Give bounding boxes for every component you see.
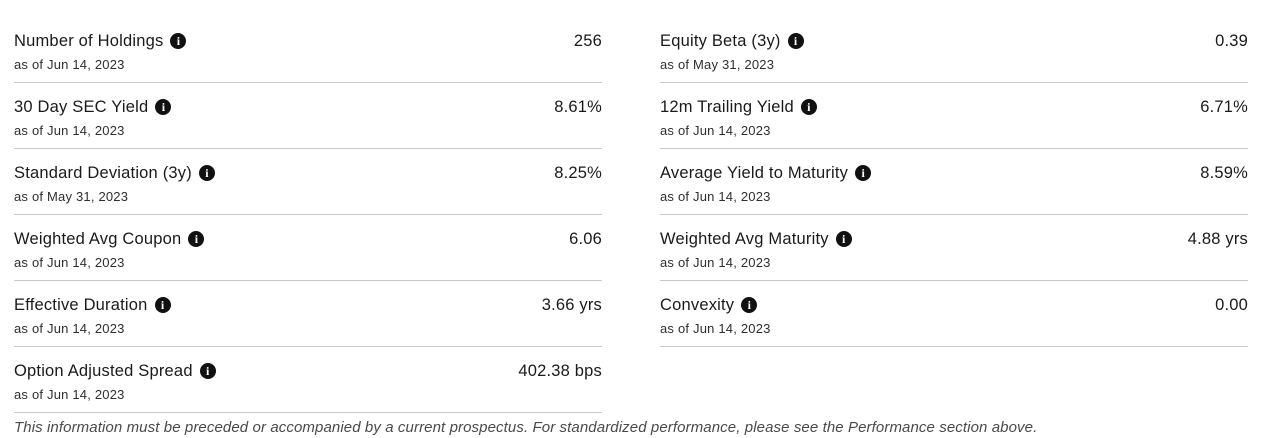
stat-main: 12m Trailing Yield i as of Jun 14, 2023 bbox=[660, 95, 1200, 139]
stat-main: Weighted Avg Maturity i as of Jun 14, 20… bbox=[660, 227, 1188, 271]
info-icon[interactable]: i bbox=[188, 231, 205, 247]
stat-label-wrap: Option Adjusted Spread i bbox=[14, 359, 518, 383]
stat-label-wrap: Equity Beta (3y) i bbox=[660, 29, 1215, 53]
stat-label: Standard Deviation (3y) bbox=[14, 164, 192, 182]
info-icon[interactable]: i bbox=[787, 33, 804, 49]
stats-column-left: Number of Holdings i as of Jun 14, 2023 … bbox=[14, 17, 602, 413]
stat-as-of-date: as of Jun 14, 2023 bbox=[14, 321, 125, 336]
stat-value: 6.71% bbox=[1200, 98, 1248, 116]
stat-value: 8.59% bbox=[1200, 164, 1248, 182]
stat-row: Weighted Avg Maturity i as of Jun 14, 20… bbox=[660, 215, 1248, 281]
stat-row: Option Adjusted Spread i as of Jun 14, 2… bbox=[14, 347, 602, 413]
stat-row: Effective Duration i as of Jun 14, 2023 … bbox=[14, 281, 602, 347]
stat-main: Number of Holdings i as of Jun 14, 2023 bbox=[14, 29, 574, 73]
stat-as-of-date: as of Jun 14, 2023 bbox=[660, 255, 771, 270]
stat-label: Weighted Avg Coupon bbox=[14, 230, 182, 248]
info-icon[interactable]: i bbox=[155, 99, 172, 115]
stat-main: Weighted Avg Coupon i as of Jun 14, 2023 bbox=[14, 227, 569, 271]
stat-label: Number of Holdings bbox=[14, 32, 164, 50]
stat-value: 4.88 yrs bbox=[1187, 230, 1248, 248]
stat-value: 0.00 bbox=[1215, 296, 1248, 314]
stats-columns: Number of Holdings i as of Jun 14, 2023 … bbox=[14, 17, 1248, 413]
stat-main: Effective Duration i as of Jun 14, 2023 bbox=[14, 293, 542, 337]
stat-label-wrap: Weighted Avg Maturity i bbox=[660, 227, 1188, 251]
info-icon[interactable]: i bbox=[198, 165, 215, 181]
stat-row: 12m Trailing Yield i as of Jun 14, 2023 … bbox=[660, 83, 1248, 149]
stat-label-wrap: Convexity i bbox=[660, 293, 1215, 317]
stat-main: Convexity i as of Jun 14, 2023 bbox=[660, 293, 1215, 337]
stat-label: Option Adjusted Spread bbox=[14, 362, 193, 380]
stat-row: Weighted Avg Coupon i as of Jun 14, 2023… bbox=[14, 215, 602, 281]
stat-value: 8.61% bbox=[554, 98, 602, 116]
stat-as-of-date: as of Jun 14, 2023 bbox=[14, 57, 125, 72]
stat-row: Number of Holdings i as of Jun 14, 2023 … bbox=[14, 17, 602, 83]
stat-label: Average Yield to Maturity bbox=[660, 164, 849, 182]
stat-label: 30 Day SEC Yield bbox=[14, 98, 149, 116]
stat-label-wrap: 30 Day SEC Yield i bbox=[14, 95, 554, 119]
stat-row: Standard Deviation (3y) i as of May 31, … bbox=[14, 149, 602, 215]
stat-label-wrap: Number of Holdings i bbox=[14, 29, 574, 53]
stat-value: 6.06 bbox=[569, 230, 602, 248]
stat-label: Equity Beta (3y) bbox=[660, 32, 781, 50]
info-icon[interactable]: i bbox=[154, 297, 171, 313]
info-icon[interactable]: i bbox=[170, 33, 187, 49]
stat-as-of-date: as of Jun 14, 2023 bbox=[14, 123, 125, 138]
stat-row: 30 Day SEC Yield i as of Jun 14, 2023 8.… bbox=[14, 83, 602, 149]
prospectus-disclaimer: This information must be preceded or acc… bbox=[14, 419, 1038, 436]
stat-main: Average Yield to Maturity i as of Jun 14… bbox=[660, 161, 1200, 205]
stat-label-wrap: Standard Deviation (3y) i bbox=[14, 161, 554, 185]
stat-as-of-date: as of Jun 14, 2023 bbox=[14, 387, 125, 402]
stat-as-of-date: as of May 31, 2023 bbox=[14, 189, 129, 204]
stat-as-of-date: as of Jun 14, 2023 bbox=[660, 321, 771, 336]
stat-label: Weighted Avg Maturity bbox=[660, 230, 829, 248]
stat-main: 30 Day SEC Yield i as of Jun 14, 2023 bbox=[14, 95, 554, 139]
stat-row: Average Yield to Maturity i as of Jun 14… bbox=[660, 149, 1248, 215]
stat-main: Equity Beta (3y) i as of May 31, 2023 bbox=[660, 29, 1215, 73]
stat-main: Option Adjusted Spread i as of Jun 14, 2… bbox=[14, 359, 518, 403]
info-icon[interactable]: i bbox=[835, 231, 852, 247]
stats-column-right: Equity Beta (3y) i as of May 31, 2023 0.… bbox=[660, 17, 1248, 413]
stat-label-wrap: Effective Duration i bbox=[14, 293, 542, 317]
stat-row: Convexity i as of Jun 14, 2023 0.00 bbox=[660, 281, 1248, 347]
stat-as-of-date: as of Jun 14, 2023 bbox=[660, 123, 771, 138]
stat-label-wrap: 12m Trailing Yield i bbox=[660, 95, 1200, 119]
stat-value: 256 bbox=[573, 32, 602, 50]
info-icon[interactable]: i bbox=[199, 363, 216, 379]
stat-label: Effective Duration bbox=[14, 296, 148, 314]
stat-label: 12m Trailing Yield bbox=[660, 98, 794, 116]
stat-label-wrap: Average Yield to Maturity i bbox=[660, 161, 1200, 185]
stat-value: 402.38 bps bbox=[518, 362, 602, 380]
stat-value: 0.39 bbox=[1215, 32, 1248, 50]
stat-as-of-date: as of May 31, 2023 bbox=[660, 57, 775, 72]
info-icon[interactable]: i bbox=[741, 297, 758, 313]
stat-value: 8.25% bbox=[554, 164, 602, 182]
stat-label: Convexity bbox=[660, 296, 735, 314]
info-icon[interactable]: i bbox=[800, 99, 817, 115]
stat-main: Standard Deviation (3y) i as of May 31, … bbox=[14, 161, 554, 205]
stat-value: 3.66 yrs bbox=[541, 296, 602, 314]
info-icon[interactable]: i bbox=[855, 165, 872, 181]
stat-label-wrap: Weighted Avg Coupon i bbox=[14, 227, 569, 251]
stat-as-of-date: as of Jun 14, 2023 bbox=[660, 189, 771, 204]
stat-as-of-date: as of Jun 14, 2023 bbox=[14, 255, 125, 270]
stat-row: Equity Beta (3y) i as of May 31, 2023 0.… bbox=[660, 17, 1248, 83]
